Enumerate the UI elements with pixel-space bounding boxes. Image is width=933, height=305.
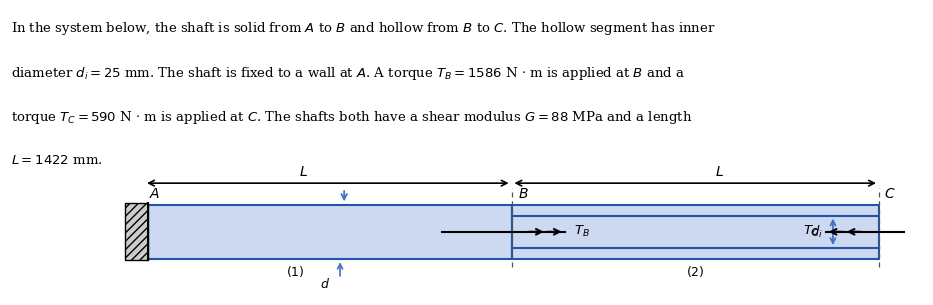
Text: $C$: $C$: [884, 187, 896, 201]
Text: $(1)$: $(1)$: [285, 264, 304, 279]
Bar: [511, 205, 879, 259]
Text: torque $T_C = 590$ N $\cdot$ m is applied at $C$. The shafts both have a shear m: torque $T_C = 590$ N $\cdot$ m is applie…: [11, 109, 692, 126]
Text: $T_C$: $T_C$: [802, 224, 819, 239]
Text: In the system below, the shaft is solid from $A$ to $B$ and hollow from $B$ to $: In the system below, the shaft is solid …: [11, 20, 716, 38]
Bar: [144, 205, 511, 259]
Text: $B$: $B$: [518, 187, 529, 201]
Text: $(2)$: $(2)$: [686, 264, 704, 279]
Text: $T_B$: $T_B$: [575, 224, 591, 239]
Text: $d_i$: $d_i$: [810, 224, 823, 240]
Text: $L$: $L$: [716, 165, 724, 179]
Text: $L = 1422$ mm.: $L = 1422$ mm.: [11, 154, 103, 167]
Text: $d$: $d$: [320, 277, 330, 291]
Bar: [125, 203, 148, 260]
Text: diameter $d_i = 25$ mm. The shaft is fixed to a wall at $A$. A torque $T_B = 158: diameter $d_i = 25$ mm. The shaft is fix…: [11, 65, 685, 82]
Text: $A$: $A$: [149, 187, 160, 201]
Text: $L$: $L$: [299, 165, 308, 179]
